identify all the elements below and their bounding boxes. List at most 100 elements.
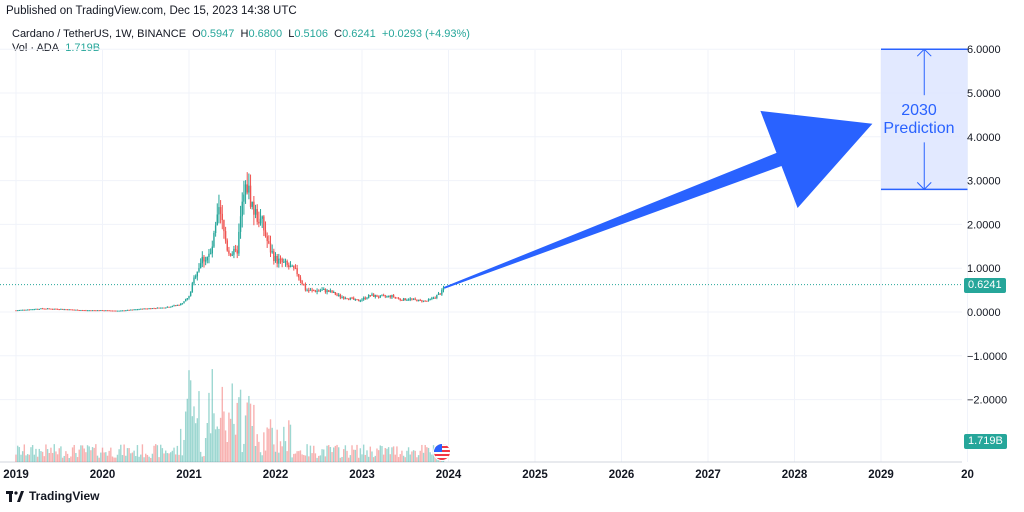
volume-bar bbox=[85, 452, 87, 462]
candle-body bbox=[133, 309, 135, 311]
volume-bar bbox=[351, 445, 353, 462]
candle-body bbox=[396, 297, 398, 299]
volume-bar bbox=[367, 456, 370, 462]
candle-body bbox=[284, 261, 287, 263]
candle-body bbox=[406, 299, 408, 301]
volume-bar bbox=[100, 452, 102, 462]
candle-body bbox=[248, 185, 250, 193]
volume-bar bbox=[141, 444, 144, 462]
volume-bar bbox=[201, 456, 204, 462]
candle-body bbox=[246, 184, 248, 193]
candle-body bbox=[288, 264, 290, 268]
volume-bar bbox=[263, 432, 265, 462]
volume-bar bbox=[284, 441, 287, 462]
volume-bar bbox=[80, 445, 82, 462]
candle-body bbox=[244, 184, 247, 195]
volume-bar bbox=[429, 452, 431, 462]
candle-body bbox=[296, 268, 298, 275]
footer-brand[interactable]: TradingView bbox=[29, 489, 100, 503]
candle-body bbox=[176, 304, 179, 306]
volume-bar bbox=[374, 455, 377, 462]
volume-bar bbox=[426, 447, 428, 462]
volume-bar bbox=[246, 402, 248, 462]
volume-bar bbox=[151, 453, 154, 462]
volume-bar bbox=[61, 457, 64, 462]
x-tick-label: 2028 bbox=[782, 469, 808, 481]
candle-body bbox=[323, 288, 325, 290]
volume-bar bbox=[73, 444, 75, 462]
price-candles bbox=[15, 172, 445, 312]
volume-bar bbox=[51, 452, 54, 462]
volume-bar bbox=[218, 428, 220, 462]
candle-body bbox=[306, 290, 308, 292]
us-flag-icon[interactable] bbox=[433, 443, 451, 461]
volume-bar bbox=[316, 457, 318, 462]
candle-body bbox=[96, 310, 99, 312]
volume-bar bbox=[329, 446, 332, 462]
volume-legend: Vol · ADA 1.719B bbox=[12, 42, 100, 54]
candle-body bbox=[73, 309, 75, 311]
volume-value: 1.719B bbox=[65, 42, 101, 54]
candle-body bbox=[183, 301, 185, 304]
volume-bar bbox=[402, 455, 405, 462]
candle-body bbox=[278, 258, 280, 264]
volume-bar bbox=[150, 457, 152, 462]
volume-bar bbox=[38, 448, 40, 462]
volume-bar bbox=[323, 449, 325, 462]
volume-bar bbox=[90, 450, 92, 462]
volume-bar bbox=[308, 456, 310, 462]
volume-bar bbox=[76, 457, 79, 462]
change-value: +0.0293 (+4.93%) bbox=[381, 28, 470, 40]
volume-bar bbox=[318, 455, 320, 462]
candle-body bbox=[367, 295, 370, 298]
volume-bar bbox=[256, 434, 258, 462]
volume-bar bbox=[111, 456, 114, 462]
volume-bar bbox=[228, 412, 230, 462]
volume-bar bbox=[153, 445, 155, 462]
volume-bar bbox=[264, 450, 267, 462]
candle-body bbox=[258, 221, 260, 224]
candle-body bbox=[411, 298, 413, 300]
candle-body bbox=[251, 201, 253, 207]
candle-body bbox=[125, 310, 127, 312]
high-value: 0.6800 bbox=[248, 28, 283, 40]
volume-bar bbox=[189, 380, 192, 462]
candle-body bbox=[155, 308, 157, 310]
candle-body bbox=[160, 307, 162, 309]
volume-bar bbox=[382, 454, 385, 462]
volume-bar bbox=[309, 445, 312, 462]
x-tick-label: 2024 bbox=[436, 469, 462, 481]
candle-body bbox=[271, 251, 273, 253]
volume-bar bbox=[43, 456, 45, 462]
volume-bar bbox=[364, 454, 367, 462]
candle-body bbox=[71, 309, 74, 311]
volume-bar bbox=[28, 454, 31, 462]
candle-body bbox=[424, 300, 426, 302]
candle-body bbox=[328, 290, 330, 292]
volume-bar bbox=[56, 454, 59, 462]
candle-body bbox=[103, 310, 105, 312]
volume-bar bbox=[389, 454, 391, 462]
candle-body bbox=[26, 309, 29, 311]
candle-body bbox=[166, 306, 169, 308]
volume-bar bbox=[66, 453, 69, 462]
volume-bar bbox=[53, 444, 55, 462]
candle-body bbox=[321, 289, 323, 291]
volume-bar bbox=[181, 455, 184, 462]
tradingview-logo-icon bbox=[6, 491, 24, 502]
volume-bar bbox=[81, 445, 84, 462]
volume-bar bbox=[60, 446, 62, 462]
candle-body bbox=[70, 309, 72, 311]
candle-body bbox=[211, 246, 213, 254]
candle-body bbox=[431, 297, 433, 299]
volume-bar bbox=[326, 445, 328, 462]
candle-body bbox=[15, 310, 17, 312]
volume-bar bbox=[71, 447, 74, 462]
volume-bar bbox=[226, 442, 228, 462]
candle-body bbox=[115, 310, 117, 312]
volume-bar bbox=[278, 452, 280, 462]
candle-body bbox=[75, 309, 77, 311]
volume-bar bbox=[70, 456, 72, 462]
candle-body bbox=[226, 240, 228, 251]
